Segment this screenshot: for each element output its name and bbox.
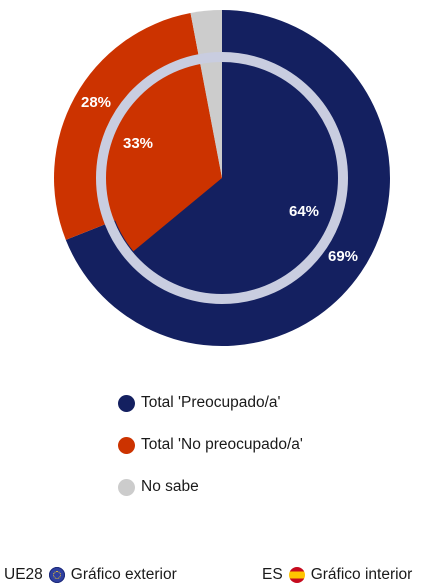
footer-outer-chart-note: UE28 Gráfico exterior (4, 566, 177, 584)
legend-label-no-preocupado: Total 'No preocupado/a' (141, 436, 303, 453)
inner-slice-1 (133, 62, 338, 293)
outer-data-label-2: 28% (81, 94, 111, 111)
legend-swatch-no-sabe (118, 478, 135, 496)
spain-flag-icon (288, 567, 305, 583)
inner-slice-3 (200, 63, 222, 178)
legend-item-preocupado: Total 'Preocupado/a' (118, 392, 303, 414)
inner-data-label-2: 33% (123, 135, 153, 152)
legend-label-no-sabe: No sabe (141, 478, 199, 495)
legend-swatch-preocupado (118, 394, 135, 412)
pie-chart: 69% 28% 64% 33% (54, 10, 391, 346)
footer-outer-label: Gráfico exterior (70, 566, 177, 583)
inner-slice-2 (107, 65, 222, 252)
inner-data-label-1: 64% (289, 203, 319, 220)
footer-inner-code: ES (262, 566, 283, 583)
legend-item-no-sabe: No sabe (118, 476, 303, 498)
legend-item-no-preocupado: Total 'No preocupado/a' (118, 434, 303, 456)
legend-swatch-no-preocupado (118, 436, 135, 454)
footer-outer-code: UE28 (4, 566, 43, 583)
eu-flag-icon (48, 567, 65, 583)
ring-separator (96, 52, 348, 304)
footer-inner-label: Gráfico interior (310, 566, 413, 583)
legend-label-preocupado: Total 'Preocupado/a' (141, 394, 281, 411)
outer-data-label-1: 69% (328, 248, 358, 265)
chart-legend: Total 'Preocupado/a' Total 'No preocupad… (118, 392, 303, 518)
footer-inner-chart-note: ES Gráfico interior (262, 566, 412, 584)
